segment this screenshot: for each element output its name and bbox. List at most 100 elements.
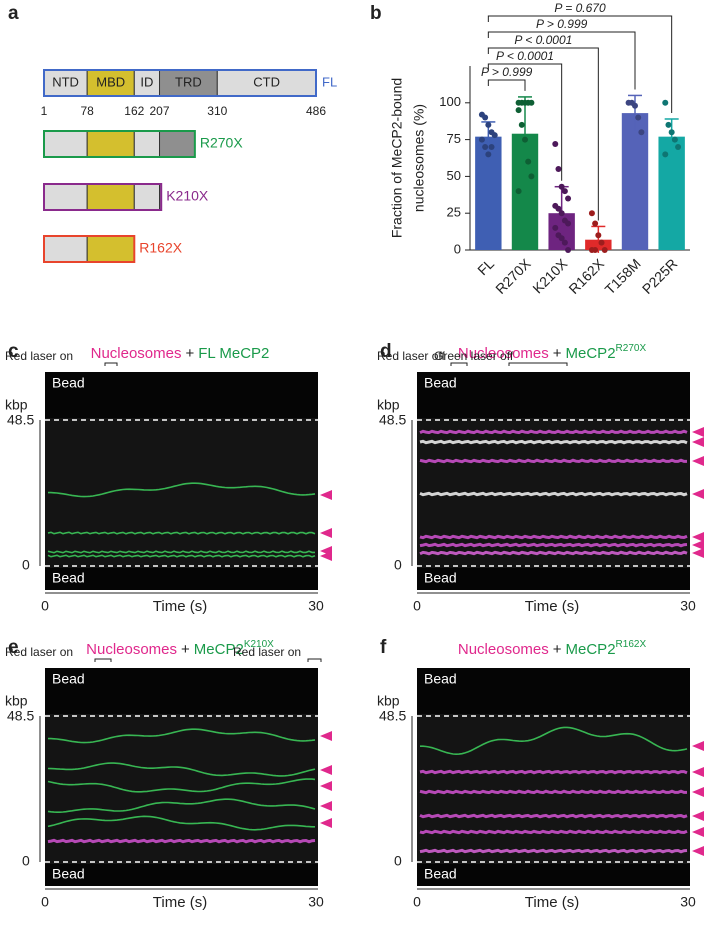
- y-unit: kbp: [377, 397, 400, 413]
- p-value: P > 0.999: [481, 65, 533, 79]
- kymograph-trace: [419, 769, 688, 775]
- panel-letter: f: [380, 637, 387, 658]
- kymograph-trace: [47, 838, 316, 844]
- data-point: [515, 107, 522, 114]
- data-point: [555, 166, 562, 173]
- title-superscript: R270X: [616, 343, 647, 354]
- x-tick-label: 0: [413, 598, 421, 614]
- data-point: [518, 121, 525, 128]
- data-point: [592, 247, 599, 253]
- title-superscript: R162X: [616, 639, 647, 650]
- nucleosome-arrow: [692, 427, 704, 437]
- laser-label: Red laser on: [233, 645, 301, 659]
- title-part: FL MeCP2: [198, 345, 269, 362]
- data-point: [482, 143, 489, 150]
- bead-region: [417, 668, 690, 714]
- x-axis-label: Time (s): [525, 894, 579, 911]
- nucleosome-arrow: [320, 765, 332, 775]
- kymograph-trace: [419, 550, 688, 556]
- y-tick-label: 0: [394, 853, 402, 869]
- truncation-domain: [86, 183, 135, 211]
- data-point: [558, 183, 565, 190]
- bead-region: [45, 668, 318, 714]
- y-unit: kbp: [377, 693, 400, 709]
- title-part: Nucleosomes: [458, 641, 549, 658]
- data-point: [671, 136, 678, 143]
- y-tick-label: 48.5: [7, 708, 34, 724]
- bead-region: [417, 568, 690, 590]
- data-point: [565, 220, 572, 227]
- kymograph-trace: [419, 439, 688, 445]
- kymograph-trace: [47, 554, 316, 558]
- position-label: 162: [124, 104, 144, 118]
- data-point: [552, 141, 559, 148]
- data-point: [668, 129, 675, 136]
- title-part: Nucleosomes: [458, 345, 549, 362]
- laser-label: Red laser off: [377, 349, 445, 363]
- position-label: 207: [150, 104, 170, 118]
- x-tick-label: 30: [308, 598, 324, 614]
- title-part: +: [181, 641, 190, 658]
- data-point: [565, 247, 572, 253]
- kymograph-trace: [47, 550, 315, 554]
- truncation-domain: [159, 130, 196, 158]
- bead-region: [45, 864, 318, 886]
- domain-label: TRD: [175, 74, 202, 89]
- truncation-outline: [43, 235, 136, 263]
- nucleosome-arrow: [692, 540, 704, 550]
- panel-letter: d: [380, 341, 392, 362]
- bead-label: Bead: [424, 375, 457, 391]
- significance-bracket: [487, 63, 563, 181]
- title-superscript: K210X: [244, 639, 274, 650]
- p-value: P < 0.0001: [496, 49, 554, 63]
- data-point: [561, 188, 568, 195]
- data-point: [478, 136, 485, 143]
- significance-bracket: [487, 47, 599, 221]
- truncation-domain: [43, 130, 88, 158]
- domain: [86, 69, 135, 97]
- data-point: [561, 239, 568, 246]
- data-point: [558, 235, 565, 242]
- title-part: MeCP2: [194, 641, 244, 658]
- kymograph-trace: [419, 429, 688, 435]
- laser-bracket: [307, 658, 322, 662]
- truncation-label: K210X: [166, 188, 209, 204]
- kymograph-trace: [419, 848, 688, 854]
- title-part: MeCP2: [566, 641, 616, 658]
- nucleosome-arrow: [320, 801, 332, 811]
- truncation-domain: [86, 130, 135, 158]
- y-tick-label: 48.5: [379, 412, 406, 428]
- title-part: Nucleosomes: [86, 641, 177, 658]
- x-tick-label: 30: [680, 598, 696, 614]
- data-point: [601, 247, 608, 253]
- panel-title: Nucleosomes + MeCP2R162X: [458, 639, 647, 658]
- panel-title: Nucleosomes + FL MeCP2: [91, 345, 270, 362]
- y-tick-label: 48.5: [379, 708, 406, 724]
- significance-bracket: [487, 31, 636, 90]
- data-point: [522, 136, 528, 143]
- data-point: [662, 99, 669, 106]
- title-part: +: [553, 345, 562, 362]
- domain-label: ID: [140, 74, 153, 89]
- panel-title: Nucleosomes + MeCP2K210X: [86, 639, 274, 658]
- nucleosome-arrow: [692, 846, 704, 856]
- laser-label: Green laser off: [434, 349, 514, 363]
- data-point: [528, 99, 535, 106]
- x-tick-label: 30: [680, 894, 696, 910]
- kymograph-trace: [419, 534, 688, 540]
- x-tick-label: R270X: [492, 255, 534, 297]
- y-tick-label: 0: [22, 557, 30, 573]
- nucleosome-arrow: [692, 811, 704, 821]
- p-value: P < 0.0001: [514, 33, 572, 47]
- bead-region: [417, 864, 690, 886]
- laser-label: Red laser on: [5, 645, 73, 659]
- data-point: [488, 143, 495, 150]
- laser-bracket: [508, 362, 568, 366]
- y-axis-label: nucleosomes (%): [411, 104, 427, 212]
- domain-label: CTD: [253, 74, 280, 89]
- y-axis-label: Fraction of MeCP2-bound: [389, 78, 405, 238]
- x-tick-label: R162X: [565, 255, 607, 297]
- kymograph-panel: f Nucleosomes + MeCP2R162XBeadBeadkbp48.500…: [377, 637, 704, 911]
- y-unit: kbp: [5, 693, 28, 709]
